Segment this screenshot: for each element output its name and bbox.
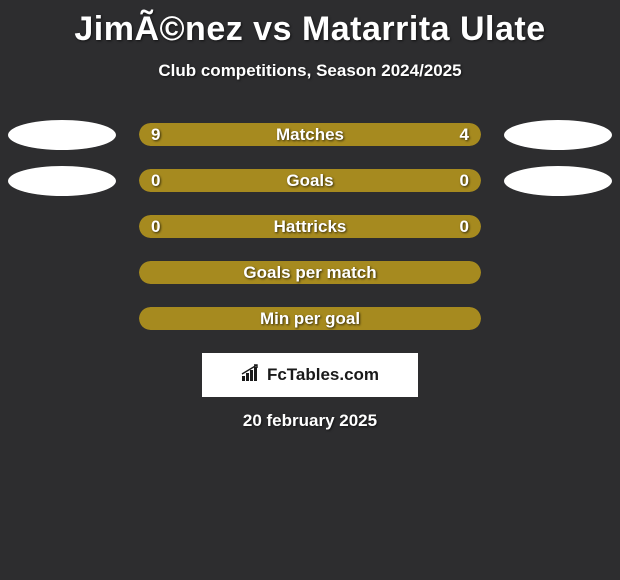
stat-row: 0 0 Hattricks <box>10 215 610 238</box>
page-title: JimÃ©nez vs Matarrita Ulate <box>10 10 610 49</box>
stat-label: Matches <box>276 125 344 145</box>
stat-row: 0 0 Goals <box>10 169 610 192</box>
player-ellipse-right <box>504 120 612 150</box>
stat-value-right: 0 <box>460 171 469 191</box>
stat-bar: 9 4 Matches <box>139 123 481 146</box>
stat-label: Goals per match <box>243 263 376 283</box>
stat-label: Min per goal <box>260 309 360 329</box>
stat-value-left: 9 <box>151 125 160 145</box>
player-ellipse-left <box>8 166 116 196</box>
chart-icon <box>241 364 263 387</box>
stat-bar: Min per goal <box>139 307 481 330</box>
stats-list: 9 4 Matches 0 0 Goals 0 0 Hattricks Goals per mat… <box>10 123 610 330</box>
stat-bar: Goals per match <box>139 261 481 284</box>
stat-value-right: 0 <box>460 217 469 237</box>
stat-row: 9 4 Matches <box>10 123 610 146</box>
brand-text: FcTables.com <box>267 365 379 385</box>
stat-value-left: 0 <box>151 217 160 237</box>
stat-value-left: 0 <box>151 171 160 191</box>
player-ellipse-right <box>504 166 612 196</box>
brand-box[interactable]: FcTables.com <box>202 353 418 397</box>
stat-row: Goals per match <box>10 261 610 284</box>
stat-row: Min per goal <box>10 307 610 330</box>
stat-value-right: 4 <box>460 125 469 145</box>
stat-label: Hattricks <box>274 217 347 237</box>
player-ellipse-left <box>8 120 116 150</box>
stat-label: Goals <box>286 171 333 191</box>
date-text: 20 february 2025 <box>10 411 610 431</box>
main-container: JimÃ©nez vs Matarrita Ulate Club competi… <box>0 0 620 431</box>
stat-bar: 0 0 Hattricks <box>139 215 481 238</box>
subtitle: Club competitions, Season 2024/2025 <box>10 61 610 81</box>
stat-bar: 0 0 Goals <box>139 169 481 192</box>
